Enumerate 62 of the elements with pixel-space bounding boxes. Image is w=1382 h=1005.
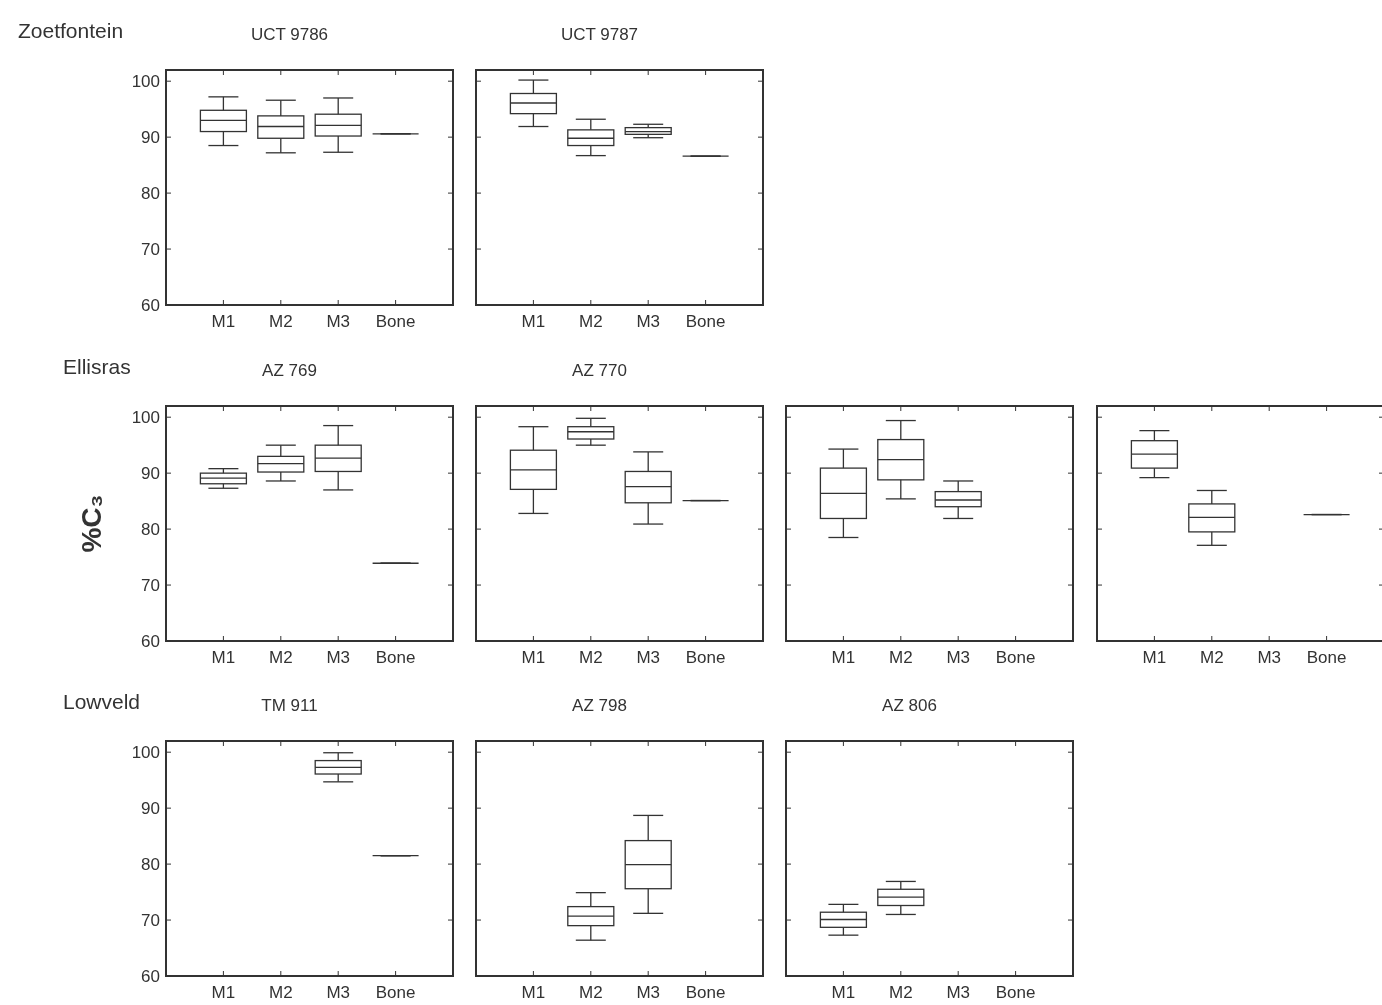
y-tick-label: 60 [141,631,160,651]
x-tick-label: M2 [268,648,293,667]
x-tick-label: M1 [831,648,856,667]
y-tick-label: 100 [131,72,160,92]
x-tick-label: M2 [888,648,913,667]
x-tick-label: M1 [1142,648,1167,667]
y-tick-label: 100 [131,743,160,763]
x-tick-label: Bone [685,312,726,331]
text: Zoetfontein [18,19,124,42]
y-tick-label: 80 [141,520,160,540]
x-tick-label: M2 [578,312,603,331]
x-tick-label: M3 [946,983,971,1002]
x-tick-label: M2 [268,983,293,1002]
x-tick-label: M3 [326,983,351,1002]
x-tick-label: M2 [268,312,293,331]
text: Lowveld [63,690,141,713]
x-tick-label: Bone [995,648,1036,667]
x-tick-label: Bone [375,648,416,667]
y-tick-label: 90 [141,128,160,148]
x-tick-label: M1 [521,648,546,667]
y-axis-title: %C₃ [76,494,107,553]
x-tick-label: M1 [831,983,856,1002]
y-tick-label: 100 [131,408,160,428]
y-tick-label: 80 [141,855,160,875]
chart-title: AZ 806 [882,696,937,715]
x-tick-label: Bone [995,983,1036,1002]
chart-title: AZ 770 [572,361,627,380]
x-tick-label: M3 [636,312,661,331]
y-tick-label: 90 [141,464,160,484]
x-tick-label: M3 [1257,648,1282,667]
x-tick-label: M1 [211,648,236,667]
chart-title: AZ 798 [572,696,627,715]
x-tick-label: M3 [326,648,351,667]
x-tick-label: M2 [578,983,603,1002]
y-tick-label: 70 [141,576,160,595]
x-tick-label: Bone [375,983,416,1002]
x-tick-label: M3 [636,983,661,1002]
x-tick-label: M1 [521,983,546,1002]
x-tick-label: M3 [326,312,351,331]
chart-title: TM 911 [261,696,318,715]
x-tick-label: Bone [1306,648,1347,667]
x-tick-label: M2 [888,983,913,1002]
x-tick-label: Bone [685,648,726,667]
x-tick-label: M1 [521,312,546,331]
x-tick-label: M1 [211,983,236,1002]
chart-title: UCT 9787 [560,25,639,44]
y-tick-label: 60 [141,966,160,986]
x-tick-label: M2 [578,648,603,667]
x-tick-label: Bone [685,983,726,1002]
chart-title: AZ 769 [262,361,317,380]
y-tick-label: 70 [141,240,160,259]
chart-title: UCT 9786 [250,25,329,44]
x-tick-label: M2 [1199,648,1224,667]
y-tick-label: 80 [141,184,160,204]
text: Ellisras [63,355,131,378]
y-tick-label: 90 [141,799,160,819]
x-tick-label: M1 [211,312,236,331]
x-tick-label: M3 [946,648,971,667]
x-tick-label: Bone [375,312,416,331]
y-tick-label: 70 [141,911,160,930]
y-tick-label: 60 [141,295,160,315]
x-tick-label: M3 [636,648,661,667]
